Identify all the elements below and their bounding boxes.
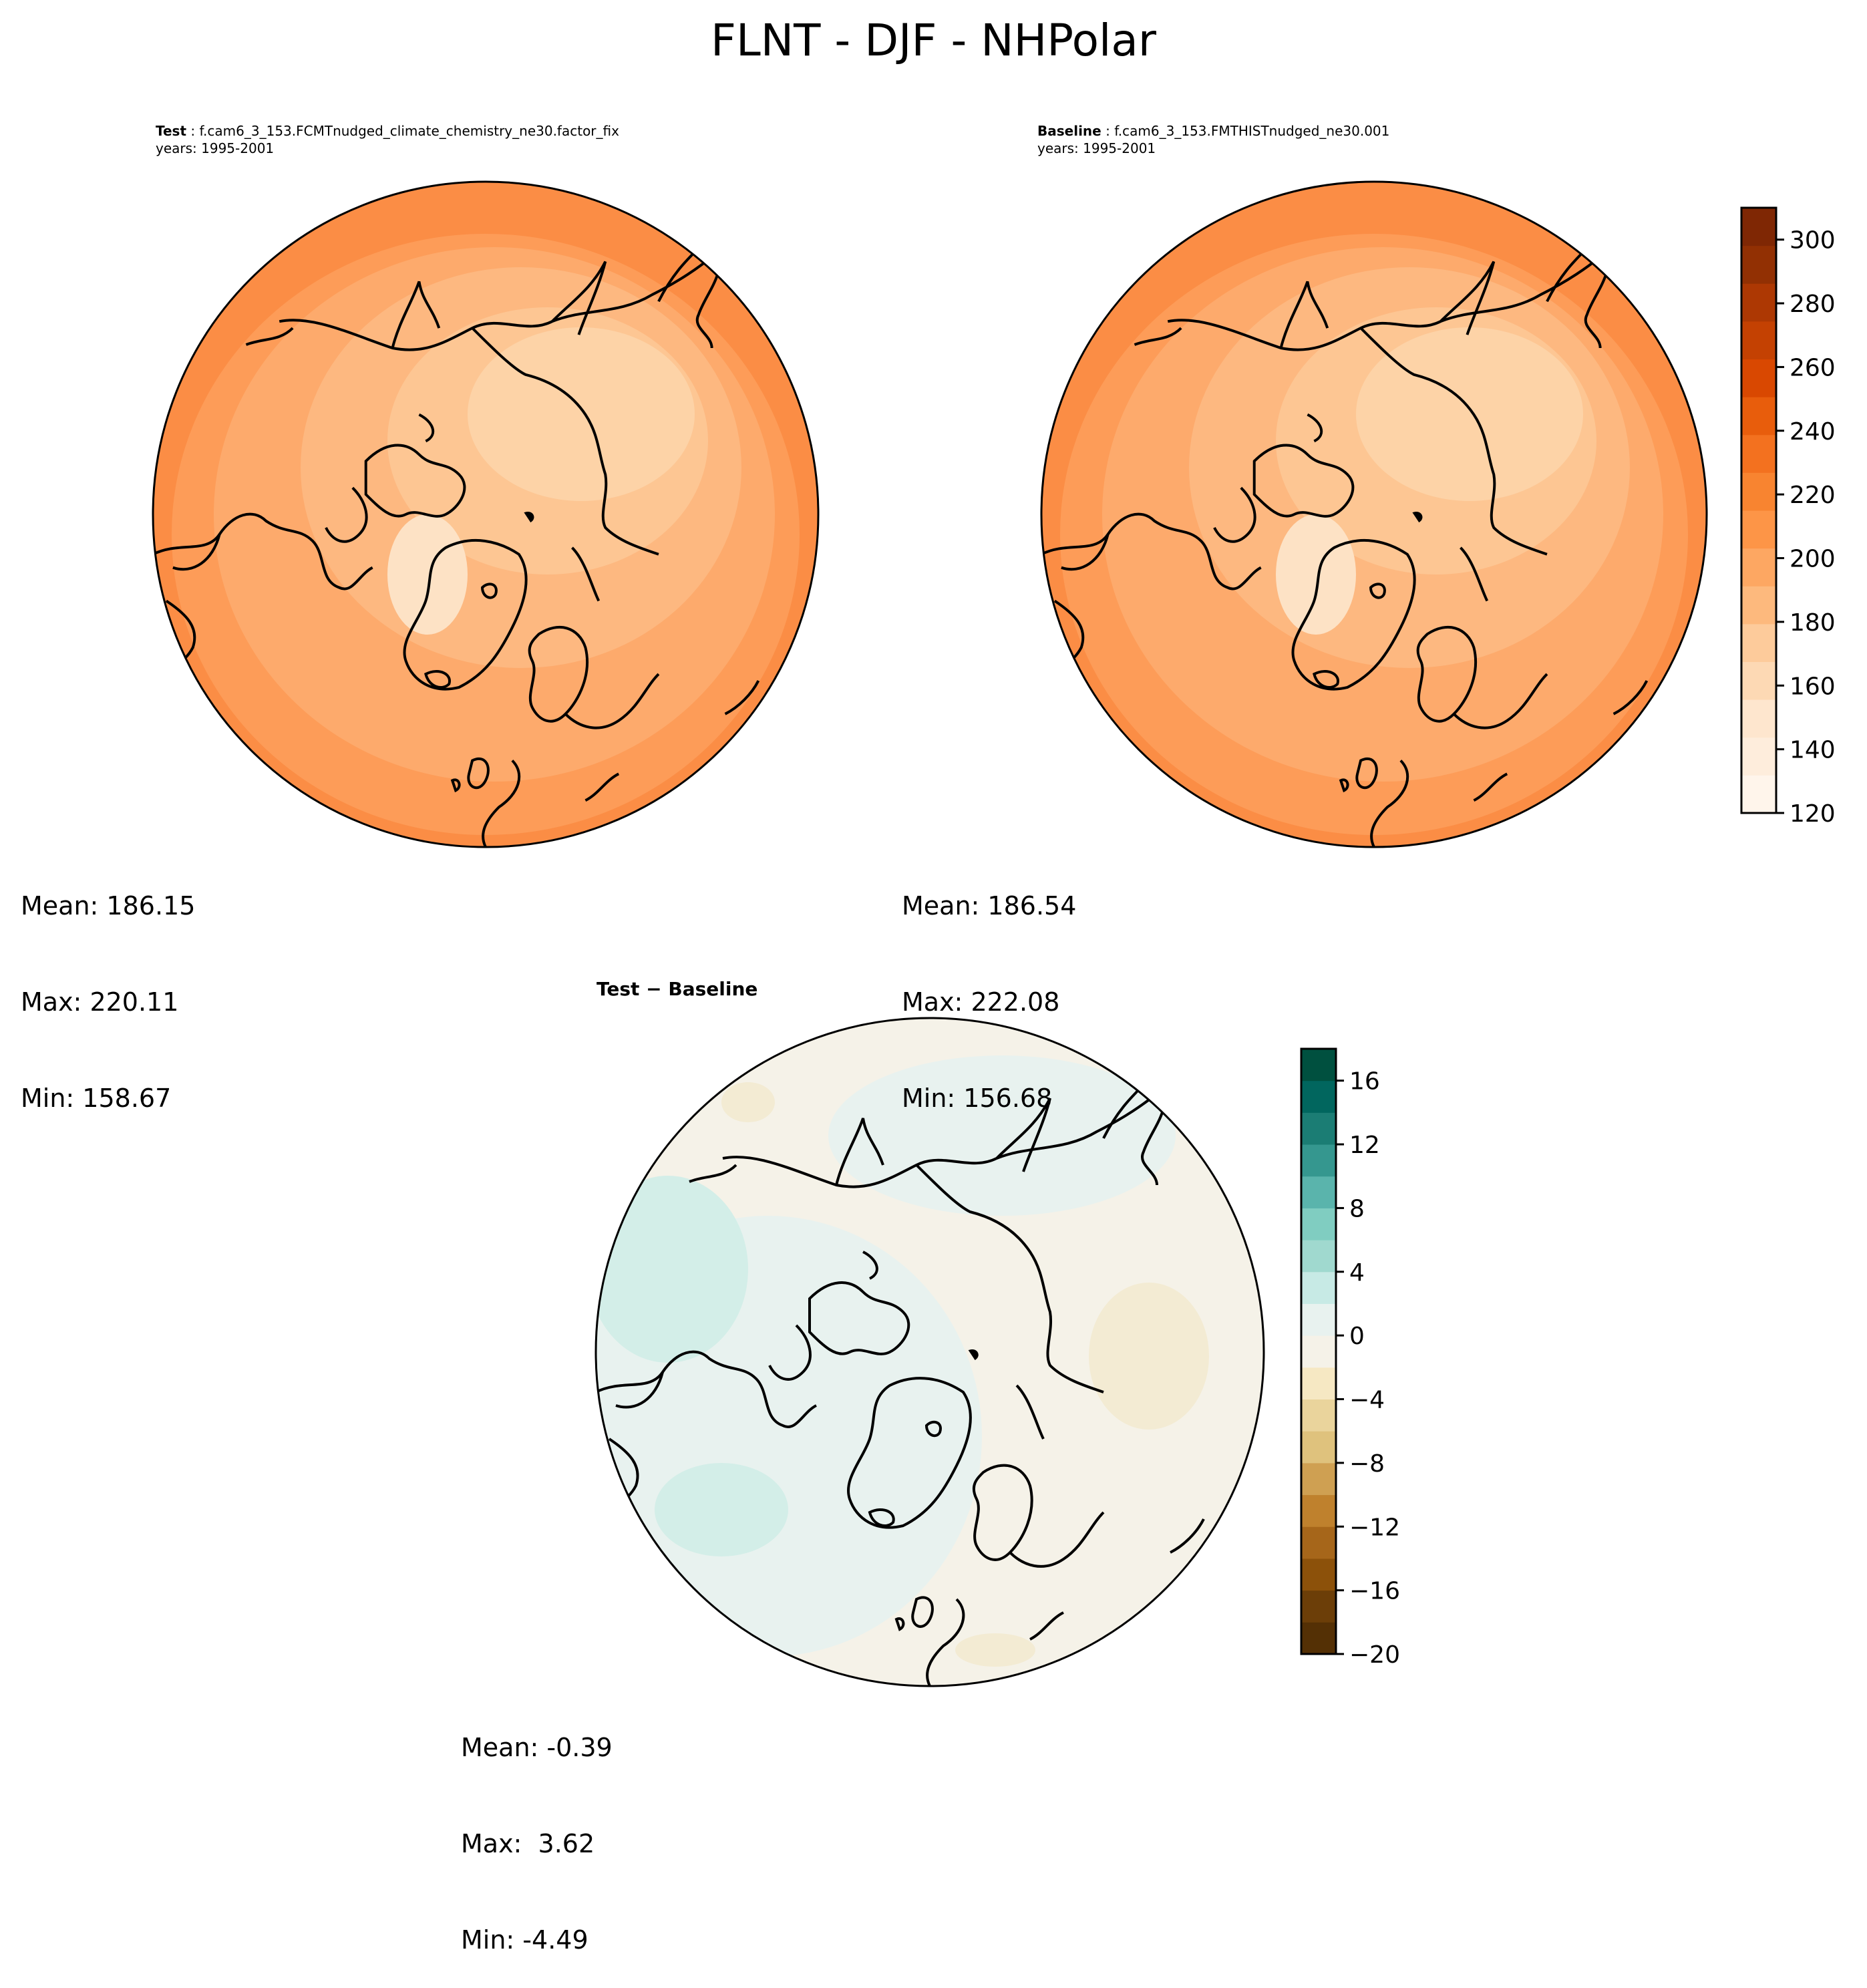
colorbar-main-segment xyxy=(1741,661,1776,700)
colorbar-main-segment xyxy=(1741,548,1776,587)
colorbar-main-tick-label: 200 xyxy=(1790,546,1836,573)
colorbar-diff-segment xyxy=(1301,1049,1336,1082)
colorbar-diff-tick-label: 16 xyxy=(1349,1068,1380,1096)
colorbar-diff-segment xyxy=(1301,1399,1336,1432)
test-panel-case: : f.cam6_3_153.FCMTnudged_climate_chemis… xyxy=(186,123,619,139)
diff-panel-title: Test − Baseline xyxy=(597,978,758,1000)
colorbar-main-segment xyxy=(1741,699,1776,738)
colorbar-diff-tick-label: 12 xyxy=(1349,1132,1380,1159)
colorbar-main-tick-label: 140 xyxy=(1790,737,1836,764)
colorbar-diff-segment xyxy=(1301,1526,1336,1559)
colorbar-main-segment xyxy=(1741,586,1776,625)
colorbar-main-segment xyxy=(1741,208,1776,246)
colorbar-main-segment xyxy=(1741,245,1776,284)
colorbar-diff-segment xyxy=(1301,1112,1336,1145)
colorbar-main-tick-label: 120 xyxy=(1790,800,1836,828)
colorbar-diff-segment xyxy=(1301,1431,1336,1464)
figure-title: FLNT - DJF - NHPolar xyxy=(711,15,1156,66)
diff-map-boundary xyxy=(595,1017,1265,1687)
diff-field-band-pos-4 xyxy=(655,1463,788,1556)
baseline-stats: Mean: 186.54 Max: 222.08 Min: 156.68 xyxy=(902,826,1076,1146)
colorbar-diff: −20 −16 −12 −8 −4 0 4 8 12 16 xyxy=(1300,1047,1400,1669)
colorbar-diff-segment xyxy=(1301,1144,1336,1177)
colorbar-diff-segment xyxy=(1301,1080,1336,1113)
test-stat-max: Max: 220.11 xyxy=(21,987,179,1017)
colorbar-main-border xyxy=(1740,206,1777,814)
colorbar-diff-tick-label: −12 xyxy=(1349,1514,1400,1541)
baseline-field-band-6 xyxy=(1276,514,1356,635)
colorbar-diff-tick-label: 8 xyxy=(1349,1195,1365,1222)
colorbar-diff-tick-label: −16 xyxy=(1349,1578,1400,1605)
baseline-panel-title: Baseline : f.cam6_3_153.FMTHISTnudged_ne… xyxy=(1037,122,1389,157)
test-map-boundary xyxy=(152,180,820,848)
colorbar-diff-segment xyxy=(1301,1622,1336,1655)
baseline-map xyxy=(1040,180,1708,848)
colorbar-diff-tick-label: −8 xyxy=(1349,1450,1385,1478)
test-field-band-6 xyxy=(387,514,468,635)
colorbar-diff-segment xyxy=(1301,1335,1336,1368)
colorbar-diff-segment xyxy=(1301,1558,1336,1591)
colorbar-diff-segment xyxy=(1301,1208,1336,1240)
diff-stat-min: Min: -4.49 xyxy=(461,1925,588,1955)
test-panel-years: years: 1995-2001 xyxy=(156,140,275,156)
diff-field-band-neg-1 xyxy=(1089,1283,1209,1430)
colorbar-main-segment xyxy=(1741,472,1776,511)
diff-stat-mean: Mean: -0.39 xyxy=(461,1733,613,1762)
colorbar-diff-segment xyxy=(1301,1462,1336,1496)
colorbar-diff-tick-label: −4 xyxy=(1349,1387,1385,1414)
baseline-stat-mean: Mean: 186.54 xyxy=(902,891,1077,921)
test-stat-min: Min: 158.67 xyxy=(21,1084,172,1113)
colorbar-main-tick-label: 280 xyxy=(1790,291,1836,318)
colorbar-diff-segment xyxy=(1301,1367,1336,1400)
baseline-field-band-5 xyxy=(1356,327,1583,501)
diff-field-band-neg-3 xyxy=(955,1633,1035,1667)
diff-map xyxy=(595,1017,1265,1687)
colorbar-main-segment xyxy=(1741,359,1776,397)
colorbar-main-tick-label: 180 xyxy=(1790,609,1836,637)
colorbar-main-tick-label: 240 xyxy=(1790,418,1836,446)
colorbar-main-segment xyxy=(1741,623,1776,662)
colorbar-diff-segment xyxy=(1301,1176,1336,1208)
colorbar-main-tick-label: 260 xyxy=(1790,354,1836,381)
diff-stat-max: Max: 3.62 xyxy=(461,1829,595,1858)
diff-field-band-pos-3 xyxy=(596,1176,748,1363)
test-field-band-5 xyxy=(468,327,695,501)
colorbar-main-segment xyxy=(1741,737,1776,776)
test-map xyxy=(152,180,820,848)
test-stats: Mean: 186.15 Max: 220.11 Min: 158.67 xyxy=(21,826,195,1146)
colorbar-main-segment xyxy=(1741,510,1776,549)
colorbar-diff-segment xyxy=(1301,1271,1336,1304)
colorbar-main-segment xyxy=(1741,775,1776,814)
baseline-panel-case: : f.cam6_3_153.FMTHISTnudged_ne30.001 xyxy=(1101,123,1390,139)
colorbar-diff-segment xyxy=(1301,1494,1336,1527)
colorbar-diff-segment xyxy=(1301,1590,1336,1623)
baseline-panel-years: years: 1995-2001 xyxy=(1037,140,1156,156)
diff-field-band-neg-2 xyxy=(721,1082,775,1122)
colorbar-diff-tick-label: 4 xyxy=(1349,1259,1365,1287)
test-stat-mean: Mean: 186.15 xyxy=(21,891,196,921)
diff-panel-label: Test − Baseline xyxy=(597,978,758,1000)
colorbar-main-segment xyxy=(1741,434,1776,473)
colorbar-main-segment xyxy=(1741,321,1776,359)
colorbar-main-segment xyxy=(1741,397,1776,436)
colorbar-main-tick-label: 160 xyxy=(1790,673,1836,700)
diff-stats: Mean: -0.39 Max: 3.62 Min: -4.49 xyxy=(461,1667,613,1988)
colorbar-main-segment xyxy=(1741,283,1776,322)
colorbar-diff-tick-label: 0 xyxy=(1349,1323,1365,1350)
colorbar-main-tick-label: 300 xyxy=(1790,227,1836,255)
diff-field-band-pos-2 xyxy=(828,1055,1176,1216)
test-panel-title: Test : f.cam6_3_153.FCMTnudged_climate_c… xyxy=(156,122,619,157)
test-panel-label: Test xyxy=(156,123,187,139)
colorbar-diff-border xyxy=(1300,1047,1337,1655)
colorbar-diff-segment xyxy=(1301,1240,1336,1273)
baseline-panel-label: Baseline xyxy=(1037,123,1101,139)
baseline-stat-min: Min: 156.68 xyxy=(902,1084,1053,1113)
baseline-stat-max: Max: 222.08 xyxy=(902,987,1060,1017)
colorbar-diff-tick-label: −20 xyxy=(1349,1641,1400,1669)
colorbar-main-tick-label: 220 xyxy=(1790,482,1836,509)
baseline-map-boundary xyxy=(1040,180,1708,848)
colorbar-diff-segment xyxy=(1301,1303,1336,1336)
colorbar-main: 120 140 160 180 200 220 240 260 280 300 xyxy=(1740,206,1836,828)
